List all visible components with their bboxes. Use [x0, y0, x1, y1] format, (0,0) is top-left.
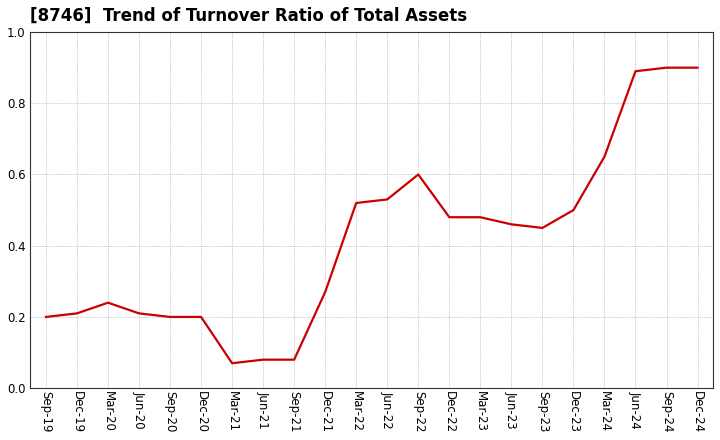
Text: [8746]  Trend of Turnover Ratio of Total Assets: [8746] Trend of Turnover Ratio of Total …: [30, 7, 467, 25]
